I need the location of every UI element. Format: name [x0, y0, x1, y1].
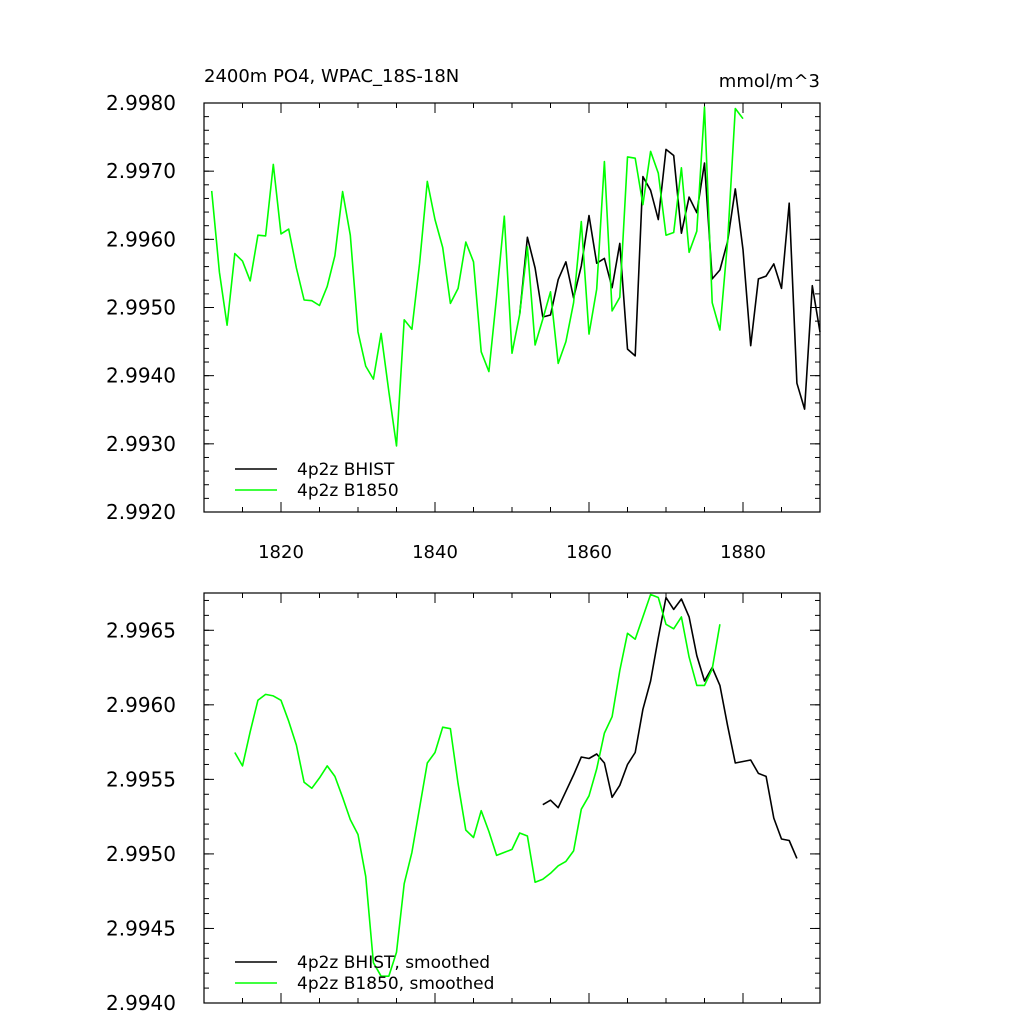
plot-frame: [203, 592, 821, 1004]
legend-label: 4p2z BHIST: [297, 460, 395, 480]
y-tick-label: 2.9960: [106, 227, 176, 251]
y-tick-label: 2.9945: [106, 916, 176, 940]
x-tick-label: 1840: [412, 542, 458, 563]
plot-frame: [203, 102, 821, 513]
top-panel: 2400m PO4, WPAC_18S-18N mmol/m^3 2.9920 2…: [106, 66, 821, 563]
y-tick-label: 2.9940: [106, 991, 176, 1015]
x-tick-label: 1880: [720, 542, 766, 563]
legend-label: 4p2z BHIST, smoothed: [297, 953, 490, 973]
legend-label: 4p2z B1850: [297, 481, 399, 501]
y-tick-label: 2.9970: [106, 159, 176, 183]
y-tick-label: 2.9930: [106, 432, 176, 456]
x-tick-label: 1860: [566, 542, 612, 563]
y-tick-label: 2.9920: [106, 500, 176, 524]
y-tick-label: 2.9950: [106, 842, 176, 866]
series-line: [234, 593, 721, 978]
legend-label: 4p2z B1850, smoothed: [297, 974, 494, 994]
y-tick-label: 2.9940: [106, 364, 176, 388]
series-line: [518, 148, 821, 410]
units-label: mmol/m^3: [719, 71, 820, 92]
chart-title: 2400m PO4, WPAC_18S-18N: [204, 66, 459, 87]
y-tick-label: 2.9980: [106, 91, 176, 115]
x-tick-label: 1820: [258, 542, 304, 563]
y-tick-label: 2.9950: [106, 296, 176, 320]
bottom-panel: 2.9940 2.9945 2.9950 2.9955 2.9960 2.9965 4p2…: [106, 592, 821, 1015]
y-tick-label: 2.9955: [106, 767, 176, 791]
series-line: [542, 596, 798, 859]
y-tick-label: 2.9960: [106, 693, 176, 717]
series-line: [210, 106, 744, 447]
y-tick-label: 2.9965: [106, 618, 176, 642]
